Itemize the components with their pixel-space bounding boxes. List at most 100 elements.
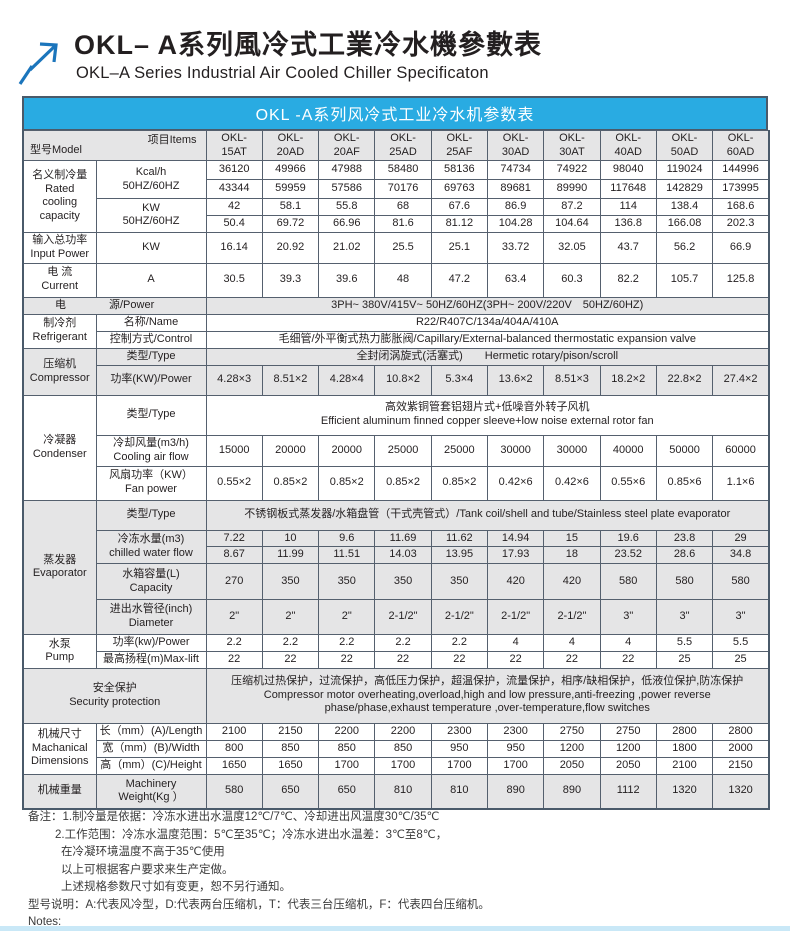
note-line: 备注：1.制冷量是依据：冷冻水进出水温度12℃/7℃、冷却进出风温度30℃/35… bbox=[28, 811, 440, 823]
item-cell: 长（mm）(A)/Length bbox=[95, 722, 207, 741]
value-cell: 14.94 bbox=[486, 529, 545, 548]
value-cell: 50000 bbox=[655, 434, 714, 467]
value-cell: 1320 bbox=[712, 773, 770, 810]
category-cell: 名义制冷量 Rated cooling capacity bbox=[22, 160, 97, 233]
value-cell: 22 bbox=[318, 650, 376, 669]
value-cell: 11.62 bbox=[430, 529, 488, 548]
value-cell: 20.92 bbox=[261, 231, 320, 264]
value-cell: 104.28 bbox=[486, 214, 545, 233]
value-cell: 13.6×2 bbox=[486, 364, 545, 396]
value-cell: 1.1×6 bbox=[712, 465, 770, 501]
value-cell: 1320 bbox=[655, 773, 714, 810]
value-cell: 173995 bbox=[712, 179, 770, 199]
value-cell: 580 bbox=[712, 563, 770, 600]
value-cell: 350 bbox=[261, 563, 320, 600]
value-cell: 18 bbox=[543, 546, 601, 564]
value-cell: 270 bbox=[205, 563, 263, 600]
value-cell: 580 bbox=[655, 563, 714, 600]
value-cell: 950 bbox=[430, 739, 488, 758]
value-cell: 89681 bbox=[486, 179, 545, 199]
value-cell: 58480 bbox=[374, 160, 432, 180]
value-cell: 66.96 bbox=[318, 214, 376, 233]
title-block: OKL– A系列風冷式工業冷水機參數表 OKL–A Series Industr… bbox=[74, 30, 542, 83]
span-cell: R22/R407C/134a/404A/410A bbox=[205, 313, 770, 332]
value-cell: 47988 bbox=[318, 160, 376, 180]
item-cell: Kcal/h 50HZ/60HZ bbox=[95, 160, 207, 199]
value-cell: 0.85×2 bbox=[374, 465, 432, 501]
value-cell: 2300 bbox=[430, 722, 488, 741]
value-cell: 63.4 bbox=[486, 262, 545, 298]
item-cell: 功率(kw)/Power bbox=[95, 634, 207, 652]
table-row: 高（mm）(C)/Height 1650 1650 1700 1700 1700 1700 2… bbox=[23, 756, 770, 775]
value-cell: 136.8 bbox=[599, 214, 657, 233]
table-row: 8.67 11.99 11.51 14.03 13.95 17.93 18 23.52 28.6… bbox=[23, 546, 770, 564]
value-cell: 74734 bbox=[486, 160, 545, 180]
value-cell: 66.9 bbox=[712, 231, 770, 264]
spec-table-body: 型号Model 项目Items OKL- 15AT OKL- 20AD OKL- 20AF OK… bbox=[22, 130, 770, 810]
value-cell: 2800 bbox=[655, 722, 714, 741]
category-cell: 冷凝器 Condenser bbox=[22, 394, 97, 501]
table-row: 功率(KW)/Power 4.28×3 8.51×2 4.28×4 10.8×2 5.3×… bbox=[23, 364, 770, 396]
label-cell: 安全保护 Security protection bbox=[22, 667, 207, 724]
value-cell: 58.1 bbox=[261, 198, 320, 216]
value-cell: 11.69 bbox=[374, 529, 432, 548]
value-cell: 22 bbox=[599, 650, 657, 669]
model-header-cell: OKL- 60AD bbox=[712, 130, 770, 161]
value-cell: 7.22 bbox=[205, 529, 263, 548]
value-cell: 60000 bbox=[712, 434, 770, 467]
value-cell: 81.6 bbox=[374, 214, 432, 233]
item-cell: 类型/Type bbox=[95, 394, 207, 436]
value-cell: 10 bbox=[261, 529, 320, 548]
value-cell: 119024 bbox=[655, 160, 714, 180]
table-row: 电 源/Power 3PH~ 380V/415V~ 50HZ/60HZ(3PH~ 2… bbox=[22, 296, 770, 315]
page-subtitle: OKL–A Series Industrial Air Cooled Chill… bbox=[76, 64, 489, 83]
item-cell: 水箱容量(L) Capacity bbox=[95, 563, 207, 600]
value-cell: 2.2 bbox=[430, 634, 488, 652]
value-cell: 56.2 bbox=[655, 231, 714, 264]
value-cell: 25.5 bbox=[374, 231, 432, 264]
value-cell: 13.95 bbox=[430, 546, 488, 564]
value-cell: 0.85×2 bbox=[261, 465, 320, 501]
value-cell: 4.28×4 bbox=[318, 364, 376, 396]
value-cell: 22 bbox=[374, 650, 432, 669]
item-cell: 名称/Name bbox=[95, 313, 207, 332]
item-cell: 风扇功率（KW） Fan power bbox=[95, 465, 207, 501]
value-cell: 202.3 bbox=[712, 214, 770, 233]
value-cell: 22 bbox=[261, 650, 320, 669]
value-cell: 2100 bbox=[655, 756, 714, 775]
value-cell: 2.2 bbox=[261, 634, 320, 652]
category-cell: 机械重量 bbox=[22, 773, 97, 810]
span-cell: 压缩机过热保护，过流保护，高低压力保护，超温保护，流量保护，相序/缺相保护，低液… bbox=[205, 667, 770, 724]
value-cell: 86.9 bbox=[486, 198, 545, 216]
value-cell: 20000 bbox=[261, 434, 320, 467]
value-cell: 59959 bbox=[261, 179, 320, 199]
table-row: KW 50HZ/60HZ 42 58.1 55.8 68 67.6 86.9 87.2 114 13… bbox=[23, 198, 770, 233]
value-cell: 60.3 bbox=[543, 262, 601, 298]
item-cell: 冷却风量(m3/h) Cooling air flow bbox=[95, 434, 207, 467]
value-cell: 168.6 bbox=[712, 198, 770, 216]
value-cell: 166.08 bbox=[655, 214, 714, 233]
value-cell: 40000 bbox=[599, 434, 657, 467]
value-cell: 2200 bbox=[318, 722, 376, 741]
value-cell: 29 bbox=[712, 529, 770, 548]
value-cell: 850 bbox=[318, 739, 376, 758]
value-cell: 22 bbox=[205, 650, 263, 669]
corner-items-label: 项目Items bbox=[147, 134, 197, 146]
model-header-cell: OKL- 15AT bbox=[205, 130, 263, 161]
value-cell: 14.03 bbox=[374, 546, 432, 564]
value-cell: 25 bbox=[712, 650, 770, 669]
value-cell: 2150 bbox=[261, 722, 320, 741]
value-cell: 580 bbox=[599, 563, 657, 600]
value-cell: 1112 bbox=[599, 773, 657, 810]
value-cell: 87.2 bbox=[543, 198, 601, 216]
value-cell: 18.2×2 bbox=[599, 364, 657, 396]
value-cell: 2300 bbox=[486, 722, 545, 741]
value-cell: 4 bbox=[599, 634, 657, 652]
model-header-cell: OKL- 30AD bbox=[486, 130, 545, 161]
value-cell: 420 bbox=[486, 563, 545, 600]
model-header-cell: OKL- 40AD bbox=[599, 130, 657, 161]
value-cell: 48 bbox=[374, 262, 432, 298]
value-cell: 1700 bbox=[430, 756, 488, 775]
category-cell: 水泵 Pump bbox=[22, 634, 97, 669]
value-cell: 25000 bbox=[374, 434, 432, 467]
